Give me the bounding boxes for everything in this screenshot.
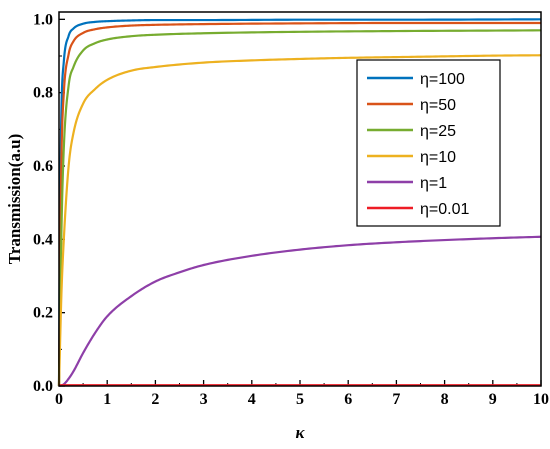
legend-label: η=25 <box>420 123 456 140</box>
series-line-3 <box>57 54 542 387</box>
x-tick-label: 5 <box>296 391 304 408</box>
x-tick-label: 4 <box>248 391 256 408</box>
x-axis-label: κ <box>295 423 305 442</box>
x-tick-label: 3 <box>200 391 208 408</box>
y-axis-label: Transmission(a.u) <box>5 134 24 265</box>
y-tick-label: 1.0 <box>33 11 53 28</box>
x-tick-label: 1 <box>103 391 111 408</box>
y-tick-label: 0.6 <box>33 158 53 175</box>
legend-label: η=1 <box>420 175 447 192</box>
tick-labels: 0 1 2 3 4 5 6 7 8 9 10 0.0 0.2 0.4 0.6 0.8 1.0 <box>33 11 549 408</box>
y-tick-label: 0.8 <box>33 85 53 102</box>
legend-label: η=0.01 <box>420 201 469 218</box>
legend-label: η=100 <box>420 71 465 88</box>
x-tick-label: 10 <box>533 391 549 408</box>
y-tick-label: 0.4 <box>33 231 53 248</box>
x-tick-label: 7 <box>392 391 400 408</box>
x-tick-label: 8 <box>441 391 449 408</box>
x-tick-label: 0 <box>55 391 63 408</box>
legend-label: η=50 <box>420 97 456 114</box>
x-tick-label: 9 <box>489 391 497 408</box>
legend-label: η=10 <box>420 149 456 166</box>
y-tick-label: 0.0 <box>33 378 53 395</box>
series-line-0 <box>57 18 542 387</box>
series-line-2 <box>57 29 542 387</box>
legend-box <box>356 59 501 227</box>
legend: η=100 η=50 η=25 η=10 η=1 η=0.01 <box>356 59 501 227</box>
series-line-1 <box>57 21 541 387</box>
series-line-4 <box>58 235 542 388</box>
x-tick-label: 6 <box>344 391 352 408</box>
x-tick-label: 2 <box>151 391 159 408</box>
y-tick-label: 0.2 <box>33 305 53 322</box>
plot-frame <box>58 11 542 387</box>
